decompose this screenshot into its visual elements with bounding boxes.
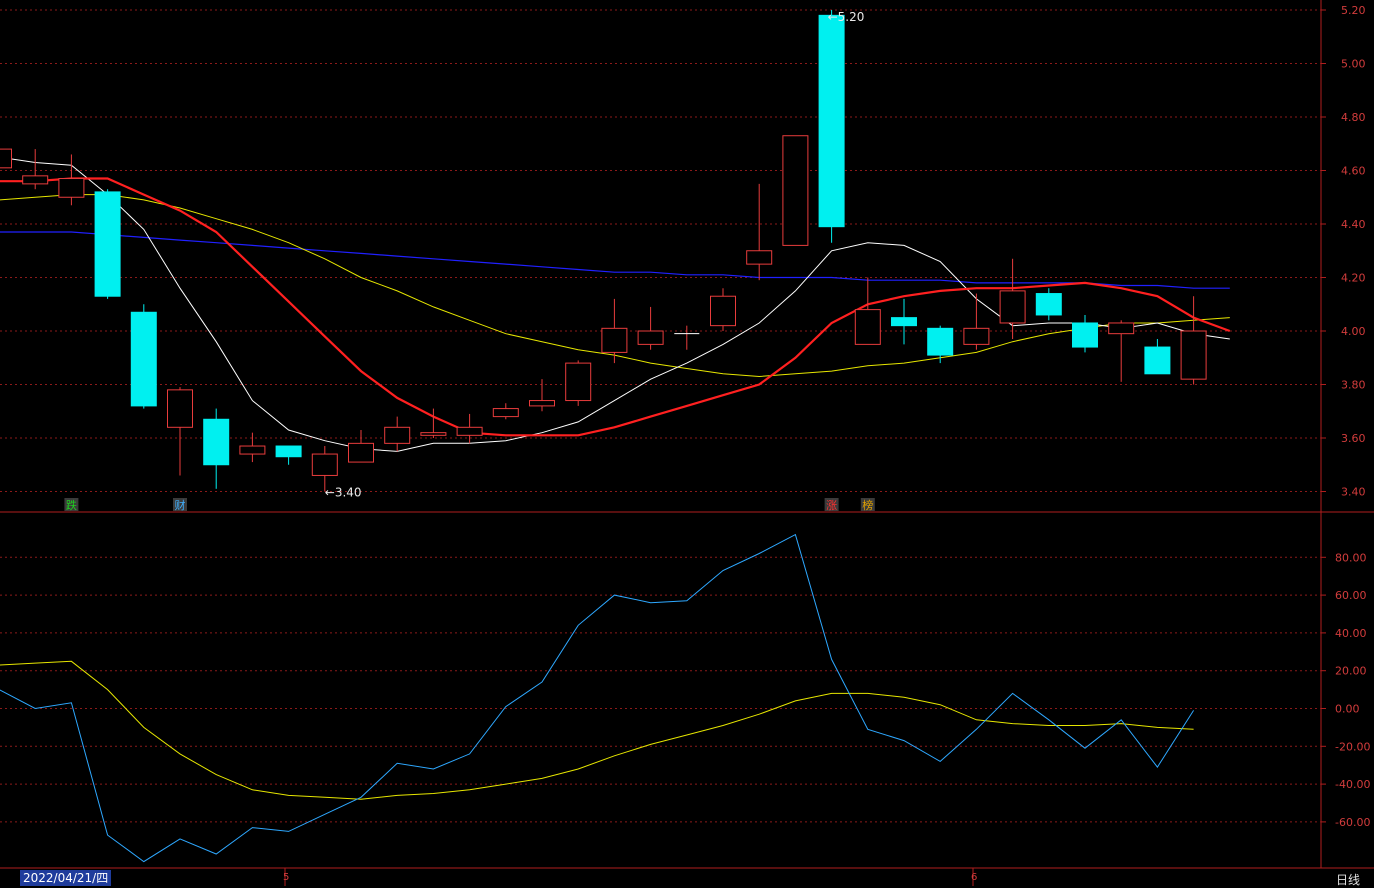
osc-tick-label: -60.00 [1335, 816, 1370, 829]
osc-tick-label: 40.00 [1335, 627, 1367, 640]
osc-tick-label: 20.00 [1335, 665, 1367, 678]
osc-fast-line [0, 533, 1195, 863]
candle-body [1072, 322, 1098, 348]
event-marker: 榜 [862, 498, 873, 512]
price-tick-label: 4.80 [1341, 111, 1366, 124]
current-date-tag: 2022/04/21/四 [20, 870, 112, 886]
ma60-line [0, 231, 1230, 289]
candle-body [963, 327, 990, 345]
candle-body [999, 290, 1026, 324]
price-tick-label: 5.00 [1341, 58, 1366, 71]
candle-body [710, 295, 736, 327]
candle-body [456, 426, 483, 436]
price-tick-label: 5.20 [1341, 4, 1366, 17]
candle-body [203, 418, 230, 466]
trough-price-label: ←3.40 [325, 486, 362, 500]
candle-body [601, 327, 628, 353]
osc-tick-label: 60.00 [1335, 589, 1367, 602]
candle-body [746, 250, 773, 265]
price-tick-label: 4.20 [1341, 272, 1366, 285]
candle-body [1108, 322, 1135, 335]
candle-body [1180, 330, 1207, 380]
candle-body [1035, 293, 1062, 316]
month-tick-5: 5 [283, 872, 290, 883]
event-marker-bg [860, 498, 875, 511]
candle-body [239, 445, 266, 455]
event-marker-bg [824, 498, 839, 511]
osc-tick-label: -40.00 [1335, 778, 1370, 791]
osc-tick-label: 80.00 [1335, 551, 1367, 564]
candle-body [818, 14, 845, 228]
event-marker-bg [173, 498, 187, 511]
candle-body [94, 191, 121, 297]
candle-body [492, 408, 519, 418]
candle-body [130, 311, 157, 407]
peak-price-label: ←5.20 [828, 10, 865, 24]
candle-body [311, 453, 338, 476]
candle-body [891, 317, 917, 327]
candle-body [637, 330, 664, 345]
event-marker: 涨 [826, 499, 837, 512]
candle-body [22, 175, 49, 185]
candle-body [167, 389, 193, 428]
event-marker: 财 [175, 498, 186, 512]
osc-tick-label: 0.00 [1335, 703, 1360, 716]
candle-body [927, 327, 954, 356]
event-marker: 跌 [66, 498, 77, 512]
candle-body [58, 178, 85, 198]
candle-body [420, 432, 447, 436]
ma5-line [0, 156, 1230, 452]
candle-body [384, 426, 411, 444]
price-tick-label: 3.60 [1341, 432, 1366, 445]
candle-body [854, 309, 881, 345]
price-tick-label: 3.40 [1341, 486, 1366, 499]
candle-body [348, 442, 374, 463]
candle-body [529, 400, 555, 407]
candle-body [275, 445, 302, 458]
month-tick-6: 6 [971, 872, 978, 883]
event-marker-bg [64, 498, 79, 511]
price-tick-label: 3.80 [1341, 379, 1366, 392]
candle-body [1144, 346, 1171, 375]
osc-signal-line [0, 660, 1194, 800]
candle-body [782, 135, 809, 246]
price-tick-label: 4.40 [1341, 218, 1366, 231]
candle-body [0, 148, 12, 169]
price-tick-label: 4.60 [1341, 165, 1366, 178]
osc-tick-label: -20.00 [1335, 740, 1370, 753]
candle-body [565, 362, 592, 402]
period-selector[interactable]: 日线 [1335, 873, 1360, 887]
ma10-line [0, 177, 1231, 437]
price-tick-label: 4.00 [1341, 325, 1366, 338]
